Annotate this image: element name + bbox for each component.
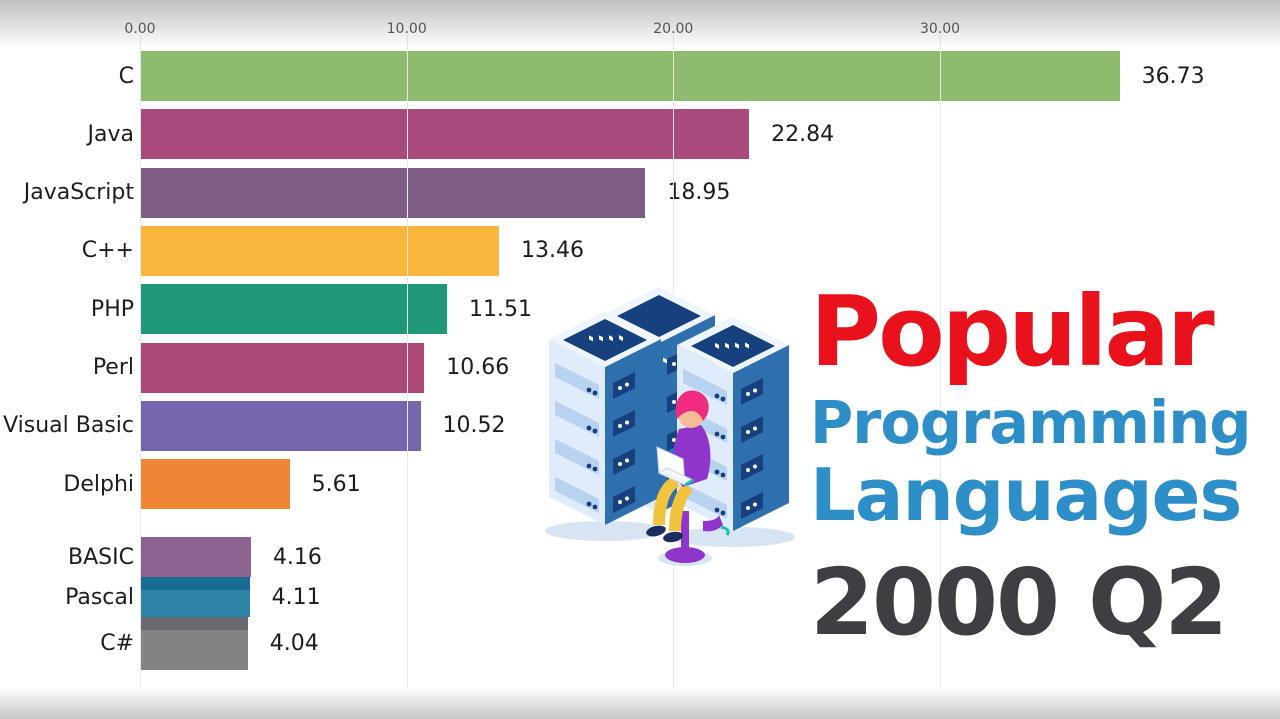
bar-value: 4.04 <box>269 631 319 656</box>
bar <box>140 225 499 276</box>
shoe <box>663 531 683 543</box>
bar <box>140 617 248 670</box>
bar-value: 10.66 <box>446 355 510 380</box>
gridline <box>406 35 408 688</box>
cable <box>720 525 730 536</box>
stool-base <box>665 547 705 563</box>
leg <box>669 482 694 532</box>
title-popular: Popular <box>810 275 1215 388</box>
title-block: Popular Programming Languages 2000 Q2 <box>810 283 1262 649</box>
bar-value: 13.46 <box>520 238 584 264</box>
hair <box>675 390 709 421</box>
bar <box>140 51 1120 101</box>
bar-row-pascal: Pascal 4.11 <box>0 577 1280 617</box>
bar <box>140 167 646 218</box>
bar-row-basic: BASIC 4.16 <box>0 537 1280 577</box>
title-languages: Languages <box>810 453 1242 537</box>
bar-row-java: Java 22.84 <box>0 109 1280 160</box>
title-period: 2000 Q2 <box>810 549 1228 656</box>
bar-value: 4.16 <box>272 544 322 570</box>
bar-row-php: PHP 11.51 <box>0 284 1280 335</box>
gridline <box>140 35 141 688</box>
bar-label: BASIC <box>68 544 134 570</box>
bar <box>140 284 447 335</box>
shadow <box>545 521 665 541</box>
bar <box>140 537 251 577</box>
leg <box>653 475 681 526</box>
bar-row-c-: C++ 13.46 <box>0 225 1280 276</box>
bar-value: 5.61 <box>311 471 361 497</box>
bar-label: Perl <box>92 355 134 380</box>
bar-row-visual-basic: Visual Basic 10.52 <box>0 400 1280 451</box>
bar-value: 36.73 <box>1141 63 1205 89</box>
axis-tick-label: 20.00 <box>653 21 694 37</box>
bar-value: 10.52 <box>442 413 506 439</box>
bar-label: PHP <box>90 296 134 322</box>
laptop-edge <box>684 478 694 487</box>
stool-stem <box>681 511 689 553</box>
server-illustration <box>545 287 795 566</box>
axis-tick-label: 10.00 <box>386 21 427 37</box>
developer-figure <box>646 390 730 566</box>
bar-label: C++ <box>81 238 134 264</box>
bar-label: Java <box>87 121 134 147</box>
axis-tick-label: 0.00 <box>124 21 156 37</box>
bar-label: Pascal <box>65 584 134 610</box>
bar-label: Visual Basic <box>3 413 134 439</box>
bar <box>140 342 425 393</box>
bar-label: JavaScript <box>23 180 134 206</box>
bar-value: 22.84 <box>771 121 835 147</box>
bar <box>140 400 421 451</box>
gridline <box>940 35 941 688</box>
bar-overlap-shade <box>140 577 250 590</box>
bar-row-c: C 36.73 <box>0 51 1280 101</box>
bar <box>140 577 250 617</box>
bar-row-delphi: Delphi 5.61 <box>0 459 1280 510</box>
bar-value: 18.95 <box>667 180 731 206</box>
shoe <box>646 525 666 537</box>
bar-value: 11.51 <box>468 296 532 322</box>
bar <box>140 109 750 160</box>
bar-row-javascript: JavaScript 18.95 <box>0 167 1280 218</box>
shadow <box>671 527 795 547</box>
axis-tick-label: 30.00 <box>919 21 961 37</box>
bar-label: Delphi <box>63 471 134 497</box>
bar-row-perl: Perl 10.66 <box>0 342 1280 393</box>
title-programming: Programming <box>810 388 1251 457</box>
bar-label: C <box>118 63 134 89</box>
bar <box>140 459 290 510</box>
bar-row-c-: C# 4.04 <box>0 617 1280 670</box>
bar-value: 4.11 <box>271 584 321 610</box>
bar-label: C# <box>100 631 134 656</box>
server-tower-left <box>549 311 661 525</box>
bar-overlap-shade <box>140 617 248 630</box>
